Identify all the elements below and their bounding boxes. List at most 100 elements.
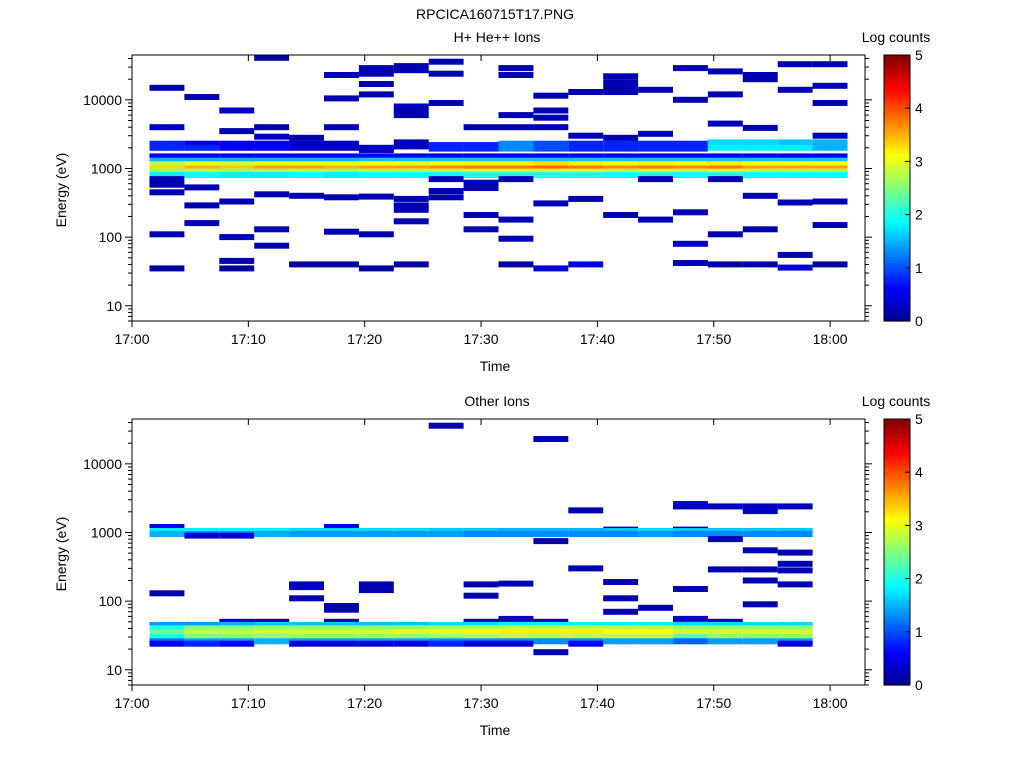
heatmap-cell [498, 140, 534, 147]
heatmap-cell [149, 181, 185, 188]
colorbar-step [884, 55, 910, 59]
heatmap-cell [428, 145, 464, 152]
colorbar-step [884, 137, 910, 141]
colorbar-step [884, 474, 910, 479]
colorbar-step [884, 440, 910, 444]
heatmap-cell [463, 629, 499, 636]
colorbar-step [884, 453, 910, 457]
heatmap-cell [289, 153, 324, 160]
heatmap-cell [393, 161, 429, 168]
heatmap-cell [428, 422, 464, 429]
colorbar-step [884, 464, 910, 468]
heatmap-cell [289, 144, 324, 151]
colorbar-step [884, 145, 910, 149]
heatmap-cell [777, 581, 813, 588]
heatmap-cell [742, 76, 778, 83]
heatmap-cell [742, 124, 778, 131]
heatmap-cell [638, 168, 673, 175]
heatmap-cell [603, 579, 639, 585]
heatmap-cell [254, 54, 290, 61]
heatmap-cell [777, 251, 813, 258]
x-tick-label: 17:00 [114, 331, 149, 347]
heatmap-cell [219, 165, 255, 172]
colorbar-step [884, 501, 910, 505]
heatmap-cell [777, 61, 813, 68]
colorbar-step [884, 158, 910, 162]
heatmap-cell [673, 621, 708, 628]
heatmap-cell [393, 621, 429, 628]
heatmap-cell [393, 143, 429, 150]
colorbar-step [884, 586, 910, 590]
heatmap-cell [603, 621, 639, 628]
heatmap-cell [533, 140, 569, 147]
heatmap-cell [742, 566, 778, 573]
heatmap-cell [638, 531, 673, 537]
heatmap-cell [498, 165, 534, 172]
heatmap-cell [463, 581, 499, 588]
heatmap-cell [673, 161, 708, 168]
heatmap-cell [324, 618, 359, 625]
colorbar-step [884, 482, 910, 487]
heatmap-cell [463, 165, 499, 172]
heatmap-cell [603, 73, 639, 80]
plot-frame [131, 418, 866, 686]
colorbar-step [884, 121, 910, 125]
heatmap-cell [812, 144, 848, 151]
heatmap-cell [812, 153, 848, 160]
colorbar-step [884, 488, 910, 492]
x-tick-label: 17:30 [464, 331, 499, 347]
colorbar-step [884, 589, 910, 593]
colorbar-step [884, 299, 910, 303]
heatmap-cell [742, 139, 778, 146]
heatmap-cell [707, 618, 743, 625]
heatmap-cell [149, 165, 185, 172]
heatmap-cell [603, 140, 639, 147]
heatmap-cell [358, 629, 394, 636]
heatmap-cell [603, 638, 639, 645]
heatmap-cell [428, 625, 464, 632]
heatmap-cell [777, 621, 813, 628]
heatmap-cell [812, 100, 848, 106]
heatmap-cell [254, 157, 290, 164]
heatmap-cell [428, 640, 464, 647]
colorbar-step [884, 195, 910, 200]
colorbar-step [884, 498, 910, 503]
heatmap-cell [324, 228, 359, 235]
colorbar-step [884, 161, 910, 165]
colorbar-step [884, 626, 910, 630]
heatmap-cell [184, 625, 220, 632]
colorbar-step [884, 647, 910, 652]
heatmap-cell [358, 65, 394, 72]
colorbar-step [884, 227, 910, 232]
heatmap-cell [673, 638, 708, 645]
heatmap-cell [149, 144, 185, 151]
heatmap-cell [533, 538, 569, 545]
heatmap-cell [254, 172, 290, 179]
heatmap-cell [358, 531, 394, 537]
plot-frame [131, 54, 866, 322]
colorbar-step [884, 310, 910, 314]
heatmap-cell [673, 172, 708, 179]
heatmap-cell [742, 168, 778, 175]
colorbar-tick-label: 0 [915, 313, 923, 329]
colorbar-step [884, 496, 910, 500]
heatmap-cell [498, 172, 534, 179]
heatmap-cell [498, 65, 534, 72]
heatmap-cell [603, 84, 639, 91]
panel-other-ions: Other Ions Time Energy (eV) Log counts 1… [53, 393, 930, 738]
colorbar-frame [883, 418, 911, 686]
heatmap-cell [568, 640, 604, 647]
colorbar-step [884, 318, 910, 322]
heatmap-cell [777, 199, 813, 206]
heatmap-cell [254, 144, 290, 151]
heatmap-cell [393, 157, 429, 164]
heatmap-cell [603, 531, 639, 537]
heatmap-cell [149, 634, 185, 640]
heatmap-cell [184, 532, 220, 539]
heatmap-cells [149, 422, 813, 656]
heatmap-cell [742, 547, 778, 554]
panel-title: H+ He++ Ions [454, 29, 541, 45]
heatmap-cell [324, 629, 359, 636]
colorbar-step [884, 506, 910, 511]
heatmap-cell [707, 261, 743, 268]
